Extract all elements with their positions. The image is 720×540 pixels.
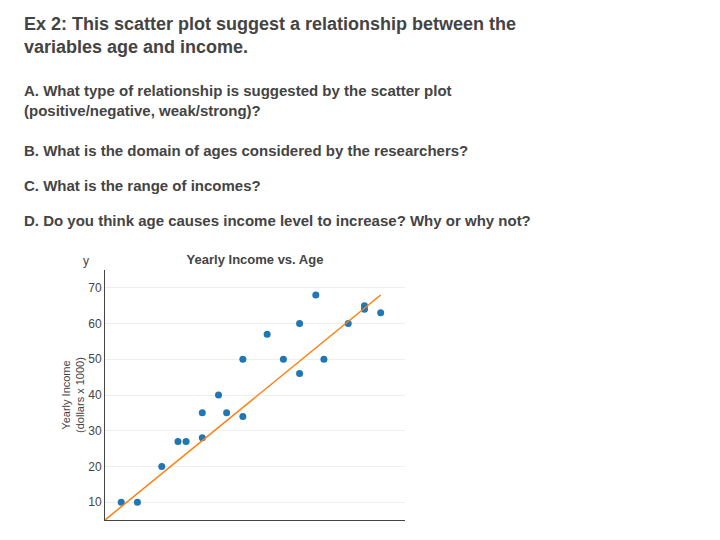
svg-text:30: 30 — [88, 424, 102, 438]
svg-text:B. What is the domain of ages: B. What is the domain of ages considered… — [24, 142, 468, 159]
svg-text:50: 50 — [88, 352, 102, 366]
svg-text:D. Do you think age causes inc: D. Do you think age causes income level … — [24, 212, 531, 229]
svg-text:y: y — [83, 254, 89, 268]
svg-text:A. What type of relationship i: A. What type of relationship is suggeste… — [24, 82, 452, 119]
svg-text:70: 70 — [88, 281, 102, 295]
svg-text:Yearly Income vs. Age: Yearly Income vs. Age — [187, 252, 324, 267]
svg-text:C. What is the range of income: C. What is the range of incomes? — [24, 177, 261, 194]
svg-text:20: 20 — [88, 460, 102, 474]
svg-text:Ex 2: This scatter plot sugges: Ex 2: This scatter plot suggest a relati… — [24, 14, 516, 57]
svg-text:40: 40 — [88, 388, 102, 402]
svg-text:10: 10 — [88, 495, 102, 509]
svg-text:60: 60 — [88, 317, 102, 331]
svg-text:Yearly Income(dollars x 1000): Yearly Income(dollars x 1000) — [60, 357, 86, 433]
